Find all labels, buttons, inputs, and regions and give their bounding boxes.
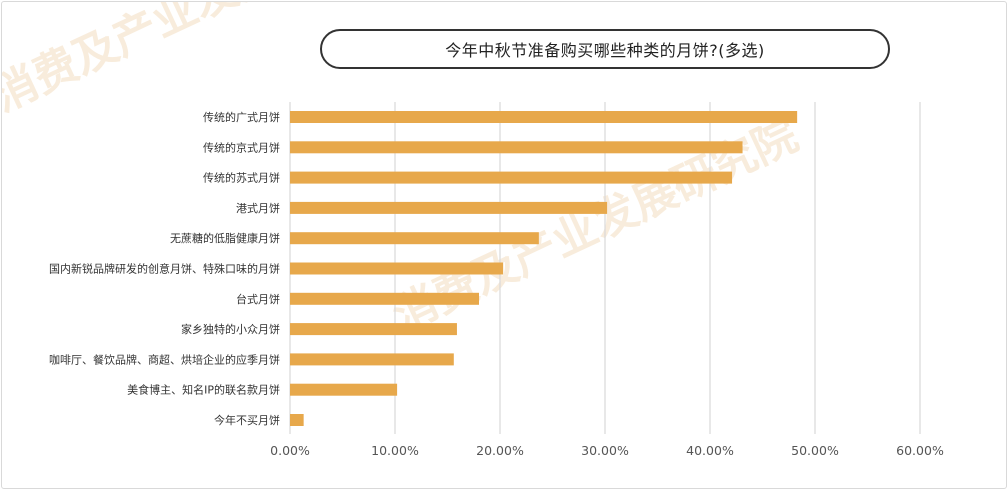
chart-title: 今年中秋节准备购买哪些种类的月饼?(多选) (320, 29, 890, 69)
x-tick-label: 20.00% (476, 443, 524, 458)
bar (290, 111, 798, 123)
category-label: 传统的京式月饼 (203, 140, 280, 154)
x-tick-label: 50.00% (791, 443, 839, 458)
category-label: 无蔗糖的低脂健康月饼 (170, 231, 280, 245)
bar (290, 141, 743, 154)
category-label: 国内新锐品牌研发的创意月饼、特殊口味的月饼 (49, 262, 280, 276)
category-label: 传统的广式月饼 (203, 110, 280, 124)
category-label: 咖啡厅、餐饮品牌、商超、烘培企业的应季月饼 (49, 352, 280, 366)
category-label: 今年不买月饼 (214, 413, 280, 427)
x-tick-label: 30.00% (581, 443, 629, 458)
x-tick-label: 60.00% (896, 443, 944, 458)
x-tick-label: 10.00% (371, 443, 419, 458)
bar (290, 262, 504, 275)
category-label: 家乡独特的小众月饼 (181, 322, 280, 336)
bar (290, 323, 457, 336)
category-label: 港式月饼 (236, 201, 280, 215)
bar (290, 201, 608, 214)
bar (290, 232, 539, 245)
x-tick-label: 0.00% (270, 443, 310, 458)
category-label: 传统的苏式月饼 (203, 171, 280, 185)
category-label: 台式月饼 (236, 292, 280, 306)
bar (290, 383, 398, 396)
bar (290, 171, 733, 184)
bar (290, 292, 479, 305)
bar (290, 353, 454, 366)
x-tick-label: 40.00% (686, 443, 734, 458)
bar (290, 414, 304, 426)
category-label: 美食博主、知名IP的联名款月饼 (127, 383, 280, 397)
